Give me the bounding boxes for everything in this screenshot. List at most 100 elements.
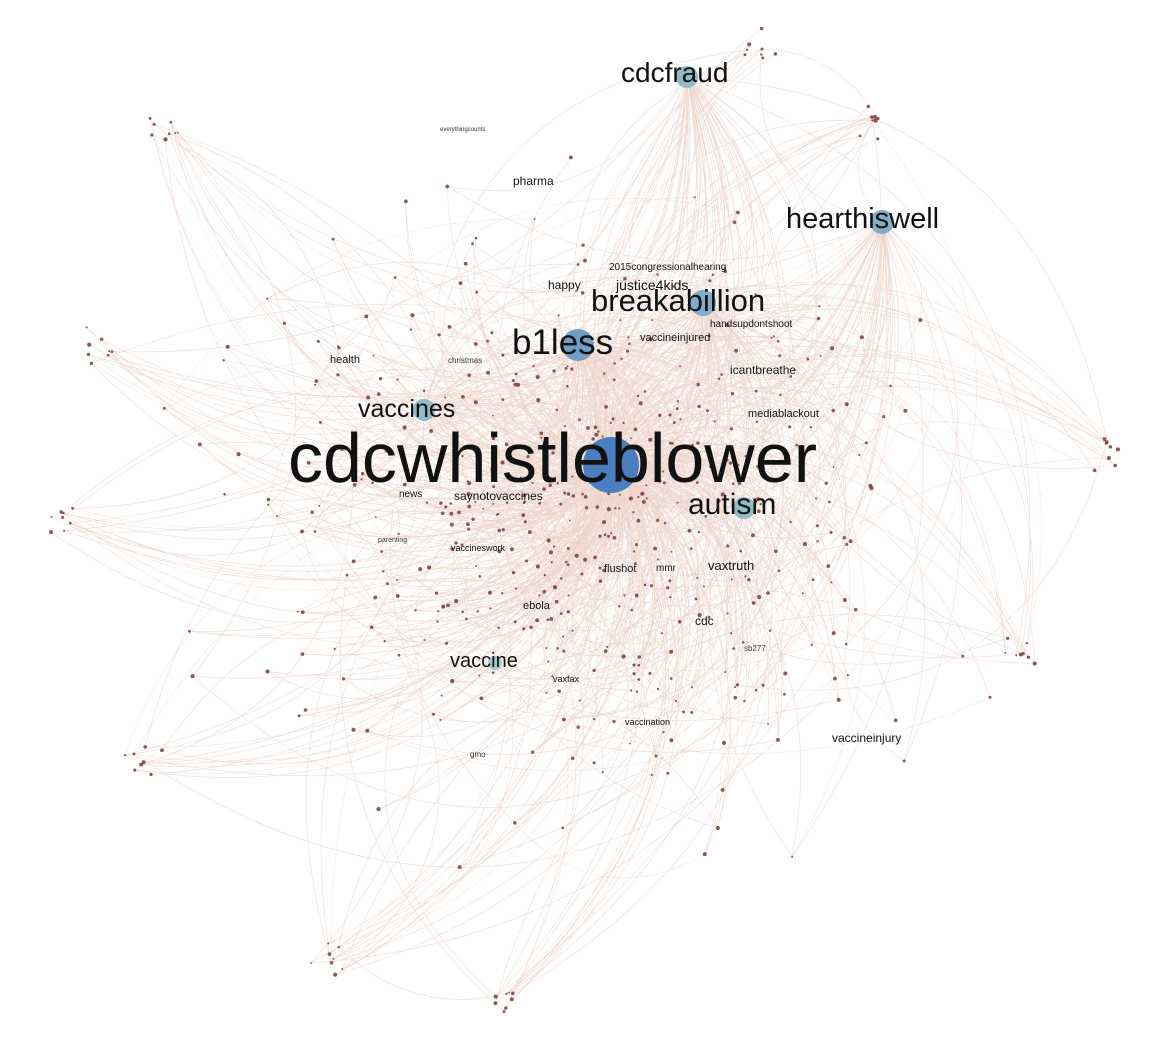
minor-node [576,263,580,266]
minor-node [444,505,448,509]
minor-node [761,683,765,687]
minor-node [715,825,720,830]
minor-node [372,354,375,357]
minor-node [613,362,616,365]
minor-node [522,493,527,498]
minor-node [669,595,672,599]
minor-node [745,48,749,52]
minor-node [654,754,658,758]
label-mediablackout: mediablackout [748,408,819,420]
minor-node [597,430,600,433]
minor-node [133,768,137,772]
minor-node [475,565,478,567]
minor-node [1106,456,1111,460]
minor-node [778,354,782,358]
minor-node [893,718,898,723]
minor-node [842,536,847,540]
minor-node [500,592,504,595]
minor-node [418,567,423,572]
minor-node [439,501,443,505]
minor-node [300,529,304,534]
minor-node [637,655,641,659]
minor-node [63,529,66,532]
minor-node [672,421,676,425]
minor-node [1025,641,1029,645]
minor-node [150,133,154,137]
minor-node [640,491,645,496]
minor-node [716,498,721,503]
minor-node [566,547,570,550]
minor-node [645,497,648,500]
minor-node [434,591,439,595]
minor-node [592,668,596,673]
minor-node [697,404,701,409]
minor-node [747,577,751,582]
minor-node [679,365,682,368]
minor-node [806,357,810,361]
label-cdc: cdc [695,614,714,628]
minor-node [729,427,734,431]
minor-node [529,625,533,629]
minor-node [618,605,621,608]
minor-node [563,491,567,495]
minor-node [554,599,559,604]
minor-node [831,408,835,413]
minor-node [741,641,745,644]
minor-node [266,497,271,502]
minor-node [578,699,581,702]
minor-node [645,484,648,487]
minor-node [744,575,747,578]
minor-node [310,510,314,515]
minor-node [760,53,763,56]
minor-node [697,613,702,618]
minor-node [755,420,759,423]
minor-node [366,395,371,400]
label-christmas: christmas [448,356,482,365]
minor-node [1113,463,1117,468]
minor-node [449,522,454,527]
minor-node [457,510,461,515]
minor-node [774,549,778,554]
minor-node [149,772,153,777]
minor-node [486,370,491,375]
minor-node [332,957,335,960]
minor-node [776,737,780,742]
minor-node [859,335,864,340]
minor-node [336,345,339,348]
minor-node [396,378,399,381]
minor-node [633,562,637,566]
minor-nodes [49,26,1121,1014]
minor-node [561,717,566,722]
minor-node [566,365,569,368]
minor-node [297,714,301,718]
node-b1less [562,329,594,361]
minor-node [747,42,752,47]
minor-node [345,573,349,577]
minor-node [169,120,173,124]
minor-node [497,626,500,630]
minor-node [634,593,639,598]
minor-node [570,367,574,371]
label-ebola: ebola [523,600,551,612]
minor-node [385,582,389,586]
minor-node [187,629,191,633]
minor-node [571,494,576,498]
minor-node [539,431,544,436]
minor-node [737,481,742,485]
minor-node [542,589,547,594]
minor-node [467,504,472,509]
minor-node [360,478,363,481]
minor-node [829,530,833,534]
minor-node [492,437,495,441]
minor-node [373,595,378,600]
minor-node [603,533,607,537]
minor-node [702,852,707,857]
minor-node [556,482,559,485]
minor-node [754,688,758,692]
minor-node [222,359,225,362]
minor-node [526,455,530,459]
minor-node [551,675,554,678]
minor-node [602,520,607,525]
minor-node [548,550,554,555]
minor-node [723,267,727,271]
